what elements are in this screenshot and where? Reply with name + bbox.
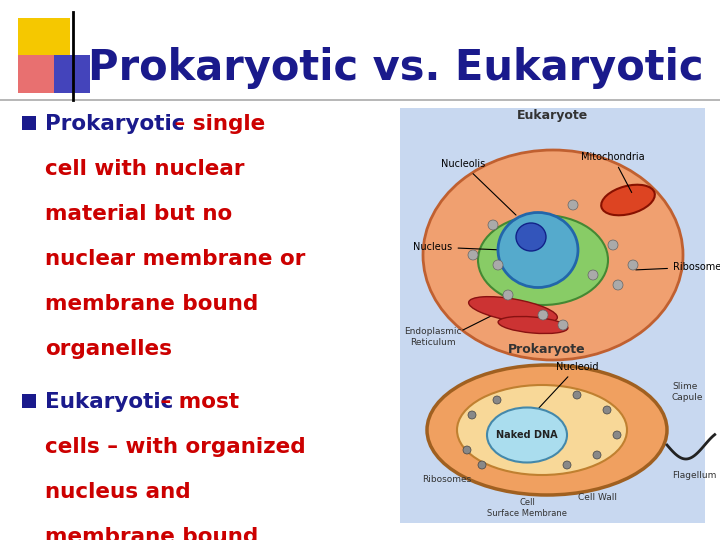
Circle shape (628, 260, 638, 270)
Circle shape (573, 391, 581, 399)
Text: – single: – single (167, 114, 265, 134)
Ellipse shape (487, 408, 567, 462)
Text: Flagellum: Flagellum (672, 470, 716, 480)
Circle shape (603, 406, 611, 414)
Text: cells – with organized: cells – with organized (45, 437, 305, 457)
Circle shape (463, 446, 471, 454)
Text: Cell Wall: Cell Wall (577, 494, 616, 503)
Text: Prokaryotic: Prokaryotic (45, 114, 184, 134)
Circle shape (558, 320, 568, 330)
Ellipse shape (478, 215, 608, 305)
Bar (54, 55, 90, 93)
Circle shape (563, 461, 571, 469)
Text: cell with nuclear: cell with nuclear (45, 159, 245, 179)
Circle shape (613, 431, 621, 439)
Text: Cell
Surface Membrane: Cell Surface Membrane (487, 498, 567, 518)
Circle shape (538, 310, 548, 320)
Text: Endoplasmic
Reticulum: Endoplasmic Reticulum (404, 327, 462, 347)
Text: Ribosomes: Ribosomes (423, 476, 472, 484)
Circle shape (608, 240, 618, 250)
Text: nuclear membrane or: nuclear membrane or (45, 249, 305, 269)
Ellipse shape (516, 223, 546, 251)
Text: Eukaryote: Eukaryote (518, 109, 589, 122)
Text: Prokaryotic vs. Eukaryotic: Prokaryotic vs. Eukaryotic (88, 47, 703, 89)
Ellipse shape (498, 316, 568, 334)
Bar (22, 116, 36, 130)
Circle shape (503, 290, 513, 300)
Bar (400, 108, 705, 523)
Ellipse shape (427, 365, 667, 495)
Ellipse shape (469, 296, 557, 323)
Circle shape (468, 411, 476, 419)
Text: Prokaryote: Prokaryote (508, 343, 586, 356)
Text: Nucleolis: Nucleolis (441, 159, 516, 215)
Ellipse shape (601, 185, 654, 215)
Text: membrane bound: membrane bound (45, 294, 258, 314)
Bar (22, 394, 36, 408)
Text: nucleus and: nucleus and (45, 482, 191, 502)
Text: Nucleoid: Nucleoid (539, 362, 598, 408)
Circle shape (568, 200, 578, 210)
Circle shape (488, 220, 498, 230)
Text: Naked DNA: Naked DNA (496, 430, 558, 440)
Text: Mitochondria: Mitochondria (581, 152, 645, 193)
Text: membrane bound: membrane bound (45, 527, 258, 540)
Ellipse shape (457, 385, 627, 475)
Ellipse shape (498, 213, 578, 287)
Text: Nucleus: Nucleus (413, 242, 500, 252)
Circle shape (478, 461, 486, 469)
Text: Eukaryotic: Eukaryotic (45, 392, 174, 412)
Ellipse shape (423, 150, 683, 360)
Circle shape (593, 451, 601, 459)
Text: material but no: material but no (45, 204, 233, 224)
Circle shape (468, 250, 478, 260)
Circle shape (493, 260, 503, 270)
Text: Ribosomes: Ribosomes (636, 262, 720, 272)
Text: organelles: organelles (45, 339, 172, 359)
Text: – most: – most (153, 392, 239, 412)
Circle shape (493, 396, 501, 404)
Bar (18, 18, 70, 68)
Circle shape (613, 280, 623, 290)
Bar (18, 55, 54, 93)
Text: Slime
Capule: Slime Capule (672, 382, 703, 402)
Circle shape (588, 270, 598, 280)
